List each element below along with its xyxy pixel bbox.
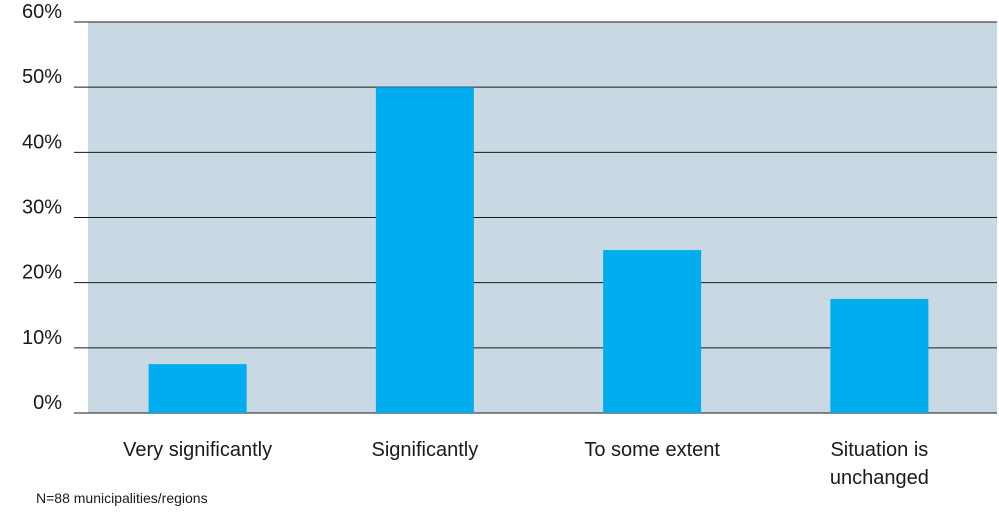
x-axis-category-labels: Very significantly Significantly To some e… bbox=[123, 439, 929, 489]
y-tick-label: 0% bbox=[33, 392, 62, 414]
bar bbox=[148, 364, 247, 413]
x-category-label: Situation is unchanged bbox=[830, 439, 929, 489]
bars bbox=[148, 87, 929, 414]
y-tick-label: 60% bbox=[22, 1, 62, 23]
y-tick-label: 10% bbox=[22, 327, 62, 349]
y-tick-label: 50% bbox=[22, 66, 62, 88]
x-category-label: Very significantly bbox=[123, 439, 272, 461]
footnote: N=88 municipalities/regions bbox=[36, 490, 208, 506]
y-tick-label: 30% bbox=[22, 197, 62, 219]
y-axis-tick-labels: 0% 10% 20% 30% 40% 50% 60% bbox=[22, 1, 62, 414]
y-tick-label: 20% bbox=[22, 262, 62, 284]
x-category-label: To some extent bbox=[584, 439, 720, 461]
bar bbox=[375, 87, 474, 414]
bar bbox=[830, 298, 929, 413]
y-tick-label: 40% bbox=[22, 131, 62, 153]
x-category-label: Significantly bbox=[372, 439, 479, 461]
bar bbox=[603, 250, 702, 413]
